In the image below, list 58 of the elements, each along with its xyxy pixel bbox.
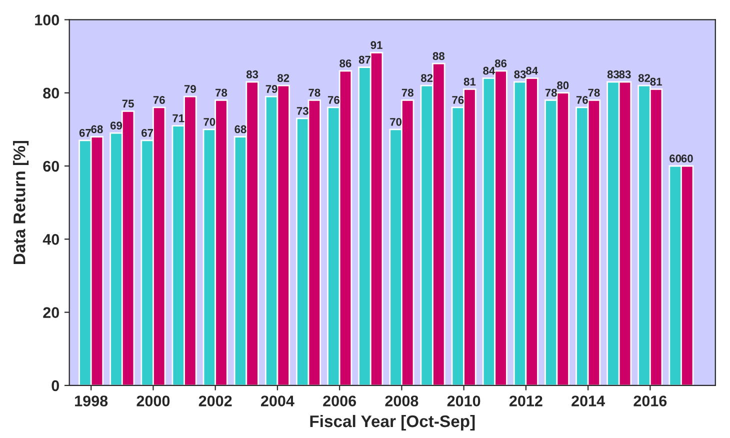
data-label: 67 xyxy=(142,128,153,137)
y-tick-label: 0 xyxy=(52,380,59,392)
y-tick-label: 80 xyxy=(43,88,60,99)
data-label: 70 xyxy=(390,118,402,126)
x-tick-label: 2000 xyxy=(136,396,170,406)
data-label: 82 xyxy=(421,74,433,82)
data-label: 87 xyxy=(358,56,370,64)
data-label: 83 xyxy=(514,70,526,78)
data-label: 80 xyxy=(557,81,569,90)
data-label: 86 xyxy=(494,59,507,68)
data-label: 88 xyxy=(432,52,444,60)
data-label: 70 xyxy=(204,118,216,126)
data-label: 68 xyxy=(91,125,103,134)
data-label: 81 xyxy=(464,78,476,86)
x-tick-label: 2014 xyxy=(572,396,605,406)
data-label: 84 xyxy=(483,66,496,75)
data-label: 60 xyxy=(681,154,693,162)
data-label: 78 xyxy=(588,88,600,97)
data-label: 71 xyxy=(172,114,184,122)
data-label: 68 xyxy=(234,125,246,134)
x-tick-label: 1998 xyxy=(75,396,108,406)
data-label: 67 xyxy=(79,128,91,137)
data-label: 78 xyxy=(402,88,414,97)
data-label: 79 xyxy=(184,85,196,93)
data-label: 76 xyxy=(328,96,340,104)
x-tick-label: 2016 xyxy=(634,396,667,406)
data-label: 83 xyxy=(619,70,631,78)
data-label: 81 xyxy=(650,78,662,86)
data-label: 79 xyxy=(266,85,278,93)
x-tick-label: 2006 xyxy=(323,396,356,406)
y-tick-label: 100 xyxy=(35,14,60,26)
data-label: 83 xyxy=(246,70,258,78)
data-label: 78 xyxy=(216,88,228,97)
data-label: 60 xyxy=(670,154,682,162)
data-label: 83 xyxy=(607,70,619,78)
data-label: 76 xyxy=(153,96,165,104)
data-label: 91 xyxy=(370,41,382,50)
data-label: 84 xyxy=(526,66,538,75)
data-label: 82 xyxy=(638,74,650,82)
y-tick-label: 40 xyxy=(42,234,60,245)
x-tick-label: 2002 xyxy=(198,396,232,406)
data-label: 86 xyxy=(340,59,352,68)
data-label: 73 xyxy=(296,107,308,115)
data-label: 78 xyxy=(308,88,320,97)
data-label: 69 xyxy=(110,122,122,130)
x-tick-label: 2012 xyxy=(509,396,542,406)
data-label: 75 xyxy=(122,100,134,108)
data-label: 82 xyxy=(278,74,290,82)
x-tick-label: 2008 xyxy=(385,396,418,406)
data-label: 76 xyxy=(576,96,588,104)
y-tick-label: 20 xyxy=(43,307,60,318)
x-axis-title: Fiscal Year [Oct-Sep] xyxy=(310,414,475,430)
data-label: 78 xyxy=(545,88,557,97)
x-tick-label: 2010 xyxy=(447,396,480,406)
data-label: 76 xyxy=(452,96,464,104)
x-tick-label: 2004 xyxy=(260,396,294,406)
y-tick-label: 60 xyxy=(43,160,60,172)
y-axis-title: Data Return [%] xyxy=(13,141,29,264)
